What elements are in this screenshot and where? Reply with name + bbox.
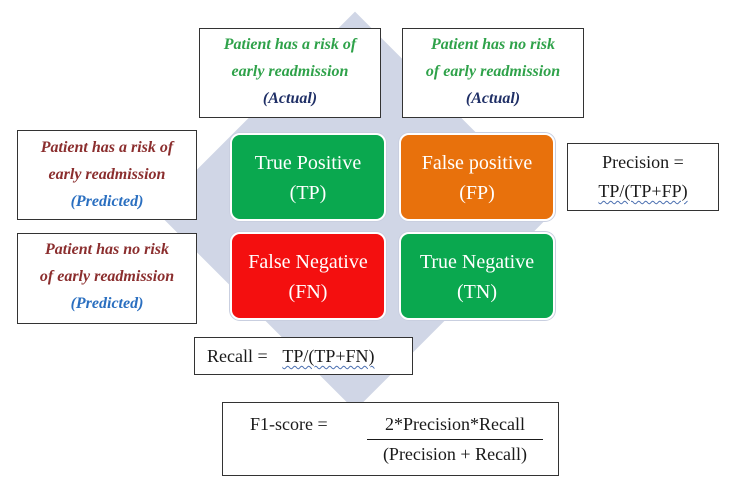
predicted-risk-line1: Patient has a risk of xyxy=(40,139,174,156)
true-positive-name: True Positive xyxy=(254,152,362,174)
actual-no-risk-tag: (Actual) xyxy=(465,90,521,107)
predicted-risk-label: Patient has a risk of early readmission … xyxy=(17,130,197,220)
actual-risk-label: Patient has a risk of early readmission … xyxy=(199,28,381,118)
false-positive-name: False positive xyxy=(421,152,533,174)
actual-risk-tag: (Actual) xyxy=(262,90,318,107)
recall-formula: TP/(TP+FN) xyxy=(282,346,374,366)
f1-denominator: (Precision + Recall) xyxy=(382,444,528,464)
actual-risk-line1: Patient has a risk of xyxy=(223,36,357,53)
recall-formula-text: TP/(TP+FN) xyxy=(282,346,375,366)
actual-no-risk-line1: Patient has no risk xyxy=(430,36,556,53)
false-positive-abbr: (FP) xyxy=(459,182,495,204)
f1-score-box: F1-score = 2*Precision*Recall (Precision… xyxy=(222,402,559,476)
predicted-no-risk-label: Patient has no risk of early readmission… xyxy=(17,233,197,324)
actual-no-risk-label: Patient has no risk of early readmission… xyxy=(402,28,584,118)
actual-risk-line2: early readmission xyxy=(231,63,349,80)
true-negative-name: True Negative xyxy=(419,251,535,273)
f1-numerator: 2*Precision*Recall xyxy=(385,414,525,434)
precision-formula: TP/(TP+FP) xyxy=(598,181,688,201)
true-positive-abbr: (TP) xyxy=(289,182,327,204)
precision-box: Precision = TP/(TP+FP) xyxy=(567,143,719,211)
precision-label: Precision = xyxy=(602,152,684,172)
false-positive-cell: False positive (FP) xyxy=(399,133,555,221)
f1-fraction-bar xyxy=(367,439,543,440)
f1-label: F1-score = xyxy=(250,414,328,434)
predicted-no-risk-line1: Patient has no risk xyxy=(44,241,170,258)
actual-no-risk-line2: of early readmission xyxy=(425,63,561,80)
true-negative-cell: True Negative (TN) xyxy=(399,232,555,320)
false-negative-cell: False Negative (FN) xyxy=(230,232,386,320)
true-negative-abbr: (TN) xyxy=(457,281,497,303)
false-negative-abbr: (FN) xyxy=(288,281,328,303)
recall-box: Recall = TP/(TP+FN) xyxy=(194,337,413,375)
recall-label: Recall = xyxy=(207,346,268,366)
predicted-no-risk-tag: (Predicted) xyxy=(70,295,144,312)
true-positive-cell: True Positive (TP) xyxy=(230,133,386,221)
predicted-risk-line2: early readmission xyxy=(48,166,166,183)
false-negative-name: False Negative xyxy=(248,251,368,273)
predicted-risk-tag: (Predicted) xyxy=(70,193,144,210)
predicted-no-risk-line2: of early readmission xyxy=(39,268,175,285)
